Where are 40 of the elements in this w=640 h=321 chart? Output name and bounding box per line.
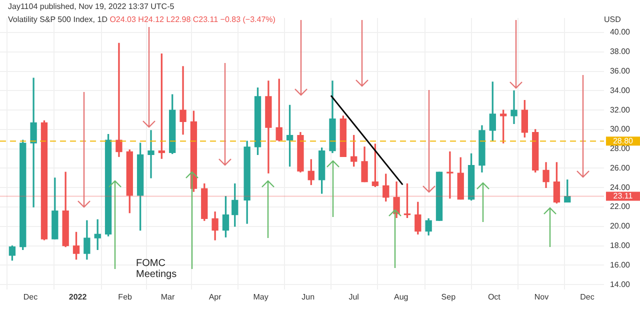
x-tick-label: Oct	[488, 292, 502, 302]
candlestick	[116, 42, 122, 157]
y-tick-label: 16.00	[610, 260, 631, 270]
y-tick-label: 14.00	[610, 280, 631, 289]
y-tick-label: 38.00	[610, 47, 631, 56]
y-tick-label: 20.00	[610, 222, 631, 231]
x-tick-label: Feb	[118, 292, 133, 302]
x-tick-label: Nov	[534, 292, 549, 302]
x-tick-label: May	[253, 292, 268, 302]
x-tick-label: Jul	[348, 292, 360, 302]
y-tick-label: 22.00	[610, 202, 631, 212]
ref-line-label: 28.80	[612, 136, 634, 146]
candlestick	[30, 78, 37, 208]
text: Jay1104 published, Nov 19, 2022 13:37 UTC-5	[8, 2, 174, 11]
y-tick-label: 28.00	[610, 144, 631, 154]
x-tick-label: Mar	[160, 292, 175, 302]
x-tick-label: Dec	[580, 292, 594, 302]
x-tick-label: Aug	[394, 292, 408, 302]
x-tick-label: Apr	[208, 292, 222, 302]
candlestick	[510, 90, 518, 124]
y-axis-title: USD	[604, 15, 621, 24]
chart-title: Volatility S&P 500 Index, 1D	[8, 15, 108, 24]
annotation: FOMC Meetings	[136, 258, 178, 280]
y-tick-label: 30.00	[610, 124, 631, 134]
y-tick-label: 24.00	[610, 182, 631, 192]
ref-line-label: 23.11	[613, 191, 634, 200]
candlestick	[180, 66, 186, 135]
x-tick-label: Sep	[441, 292, 456, 302]
x-tick-label: Jun	[302, 292, 315, 302]
candlestick	[446, 151, 454, 199]
y-tick-label: 26.00	[610, 163, 631, 172]
y-tick-label: 34.00	[610, 86, 631, 95]
x-tick-label: 2022	[68, 292, 88, 302]
candlestick	[148, 130, 154, 178]
y-tick-label: 18.00	[610, 240, 631, 250]
x-tick-label: Dec	[23, 292, 38, 302]
chart-subtitle: O24.03 H24.12 L22.98 C23.11 −0.83 (−3.47%)	[110, 15, 276, 24]
y-tick-label: 32.00	[610, 105, 631, 114]
y-tick-label: 36.00	[610, 66, 631, 76]
y-tick-label: 40.00	[610, 28, 631, 37]
